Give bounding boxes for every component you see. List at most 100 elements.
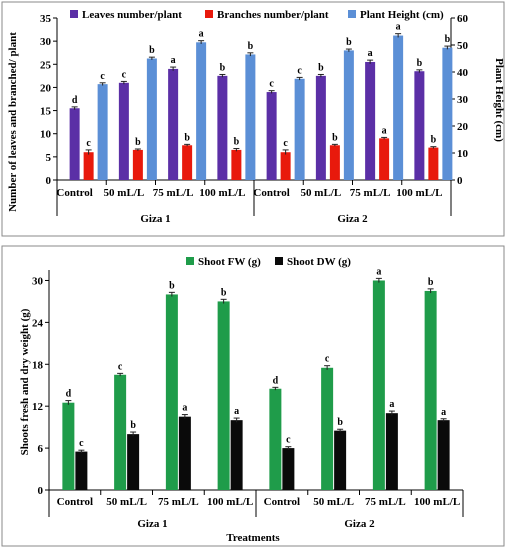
bar-0-5 — [321, 367, 334, 490]
significance-letter: a — [182, 403, 187, 414]
x-category-label: 50 mL/L — [313, 496, 354, 508]
group-label: Giza 2 — [344, 518, 375, 530]
significance-letter: a — [441, 407, 446, 418]
significance-letter: c — [269, 79, 274, 90]
significance-letter: a — [382, 125, 387, 136]
bar-0-1 — [118, 82, 129, 180]
bar-1-5 — [329, 145, 340, 180]
bar-0-7 — [414, 71, 425, 180]
bar-1-1 — [127, 434, 140, 490]
x-category-label: Control — [253, 187, 289, 199]
bar-1-4 — [280, 152, 291, 180]
significance-letter: b — [135, 137, 141, 148]
significance-letter: b — [130, 420, 136, 431]
bottom-chart-panel: Shoot FW (g) Shoot DW (g) Shoots fresh a… — [1, 245, 505, 547]
bottom-y-axis-title: Shoots fresh and dry weight (g) — [19, 308, 31, 455]
y-tick-label: 6 — [38, 443, 44, 455]
top-plot-area: 0 5 10 15 20 25 30 35 0 10 20 30 40 50 60 d c a b c b a b c b b b c… — [40, 13, 469, 225]
significance-letter: a — [171, 55, 176, 66]
bar-1-2 — [182, 145, 193, 180]
y-tick-label: 30 — [32, 275, 44, 287]
bar-1-7 — [437, 420, 450, 490]
bar-1-6 — [385, 413, 398, 490]
y-tick-label: 0 — [46, 175, 52, 187]
bar-1-7 — [428, 147, 439, 180]
significance-letter: a — [376, 266, 381, 277]
y-tick-label: 12 — [32, 401, 44, 413]
right-y-tick-label: 50 — [457, 40, 469, 52]
y-tick-label: 20 — [40, 82, 52, 94]
significance-letter: d — [273, 375, 279, 386]
significance-letter: b — [337, 417, 343, 428]
right-y-tick-label: 60 — [457, 13, 469, 25]
bar-1-3 — [231, 149, 242, 180]
group-label: Giza 1 — [140, 213, 170, 225]
significance-letter: a — [234, 406, 239, 417]
right-y-tick-label: 20 — [457, 121, 469, 133]
x-category-label: 50 mL/L — [106, 496, 147, 508]
bar-0-4 — [269, 388, 282, 490]
significance-letter: b — [332, 132, 338, 143]
significance-letter: c — [286, 435, 291, 446]
x-category-label: 100 mL/L — [207, 496, 253, 508]
bar-0-3 — [217, 301, 230, 490]
significance-letter: a — [389, 399, 394, 410]
bar-0-1 — [114, 374, 127, 490]
bar-0-3 — [217, 75, 228, 180]
legend-item-shoot-fw: Shoot FW (g) — [186, 256, 261, 268]
bar-1-5 — [334, 430, 347, 490]
x-category-label: 50 mL/L — [104, 187, 145, 199]
bar-0-5 — [315, 75, 326, 180]
legend-item-shoot-dw: Shoot DW (g) — [275, 256, 351, 268]
bar-0-7 — [424, 290, 437, 490]
bar-0-6 — [365, 61, 376, 180]
significance-letter: b — [248, 41, 254, 52]
top-legend: Leaves number/plant Branches number/plan… — [70, 9, 444, 21]
group-label: Giza 2 — [337, 213, 368, 225]
significance-letter: c — [86, 138, 91, 149]
bar-2-7 — [442, 47, 453, 181]
significance-letter: b — [428, 277, 434, 288]
significance-letter: b — [184, 132, 190, 143]
right-y-tick-label: 30 — [457, 94, 469, 106]
bottom-x-axis-title: Treatments — [226, 532, 280, 544]
significance-letter: c — [297, 65, 302, 76]
significance-letter: b — [346, 37, 352, 48]
x-category-label: Control — [264, 496, 300, 508]
x-category-label: 100 mL/L — [396, 187, 442, 199]
bar-1-1 — [132, 149, 143, 180]
significance-letter: b — [431, 135, 437, 146]
y-tick-label: 5 — [46, 152, 52, 164]
x-category-label: 75 mL/L — [365, 496, 406, 508]
bar-0-6 — [372, 280, 385, 490]
x-category-label: Control — [56, 187, 92, 199]
bar-2-3 — [245, 54, 256, 181]
significance-letter: d — [66, 389, 72, 400]
legend-swatch-height — [348, 10, 356, 18]
bar-2-2 — [196, 42, 207, 180]
bar-1-6 — [379, 138, 390, 180]
right-y-tick-label: 0 — [457, 175, 463, 187]
bar-0-0 — [69, 108, 80, 180]
y-tick-label: 35 — [40, 13, 52, 25]
significance-letter: b — [149, 45, 155, 56]
legend-item-leaves: Leaves number/plant — [70, 9, 182, 21]
bar-2-5 — [343, 50, 354, 181]
bottom-plot-area: 0 6 12 18 24 30 d c b b d c a b c b a a c b a a Control 50 mL/L… — [32, 266, 464, 530]
legend-item-branches: Branches number/plant — [205, 9, 329, 21]
x-category-label: Control — [57, 496, 93, 508]
significance-letter: b — [220, 62, 226, 73]
y-tick-label: 24 — [32, 317, 44, 329]
significance-letter: b — [234, 137, 240, 148]
bottom-panel-border — [1, 245, 505, 547]
top-left-axis-title: Number of leaves and branched/ plant — [7, 32, 19, 212]
bar-2-4 — [294, 78, 305, 180]
top-right-axis-title: Plant Height (cm) — [493, 58, 505, 142]
bar-2-6 — [393, 35, 404, 180]
significance-letter: b — [417, 58, 423, 69]
legend-swatch-branches — [205, 10, 213, 18]
bar-2-0 — [97, 84, 108, 180]
legend-swatch-shoot-dw — [275, 257, 283, 265]
significance-letter: c — [122, 69, 127, 80]
